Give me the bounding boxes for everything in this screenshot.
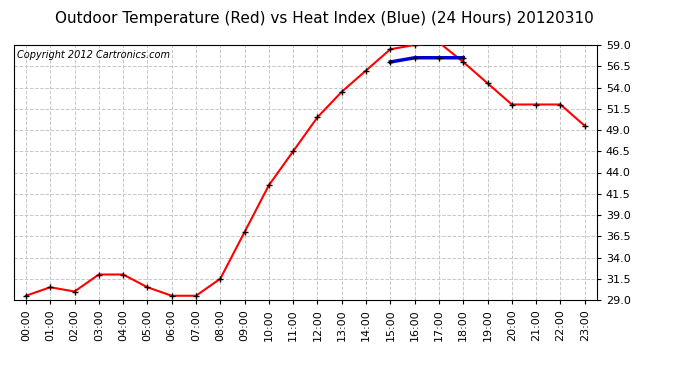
Text: Outdoor Temperature (Red) vs Heat Index (Blue) (24 Hours) 20120310: Outdoor Temperature (Red) vs Heat Index …: [55, 11, 593, 26]
Text: Copyright 2012 Cartronics.com: Copyright 2012 Cartronics.com: [17, 50, 170, 60]
